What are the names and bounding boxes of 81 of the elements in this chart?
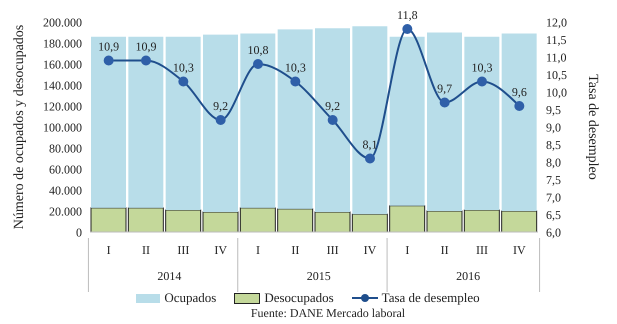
point (402, 24, 412, 34)
data-label: 9,2 (213, 99, 228, 113)
y2-tick-label: 12,0 (546, 15, 567, 30)
y2-tick-label: 8,0 (546, 155, 561, 170)
text: 2014 (157, 269, 182, 283)
point (216, 115, 226, 125)
y2-tick-label: 11,5 (546, 32, 567, 47)
x-tick-label: I (256, 243, 260, 257)
bar (166, 36, 201, 210)
data-label: 10,3 (472, 60, 492, 74)
y-tick-label: 100.000 (43, 120, 82, 134)
bar (352, 26, 388, 214)
point (365, 154, 375, 164)
bar (464, 36, 500, 210)
point (104, 56, 114, 66)
y2-tick-label: 7,5 (546, 172, 561, 187)
y-tick-label: 80.000 (49, 141, 82, 156)
bar (128, 36, 164, 208)
x-tick-label: II (440, 243, 449, 257)
y2-tick-label: 11,0 (546, 50, 567, 64)
y-tick-label: 200.000 (43, 15, 82, 30)
bar (203, 34, 238, 212)
y2-tick-label: 9,5 (546, 102, 561, 117)
y-tick-label: 20.000 (49, 204, 82, 218)
y2-tick-label: 6,5 (546, 208, 561, 222)
data-label: 10,3 (284, 60, 306, 74)
source-note: Fuente: DANE Mercado laboral (250, 306, 406, 321)
x-tick-label: IV (214, 243, 228, 257)
y-tick-label: 40.000 (49, 183, 82, 198)
text: 2016 (456, 269, 480, 283)
x-tick-label: IV (364, 243, 377, 257)
data-label: 9,6 (512, 85, 527, 99)
bar (502, 34, 537, 211)
data-label: 11,8 (397, 8, 418, 22)
y-tick-label: 140.000 (43, 78, 82, 92)
y2-tick-label: 6,0 (546, 225, 561, 240)
x-tick-label: III (177, 243, 190, 257)
y-tick-label: 160.000 (43, 57, 82, 72)
bar (315, 28, 350, 212)
x-tick-label: II (142, 243, 150, 257)
bar (278, 29, 313, 209)
y-axis-title: Número de ocupados y desocupados (12, 24, 27, 230)
bar (91, 36, 126, 208)
legend-label: Tasa de desempleo (382, 290, 480, 306)
legend-label: Desocupados (264, 290, 334, 306)
y-tick-label: 180.000 (43, 36, 82, 50)
data-label: 8,1 (362, 138, 378, 152)
y2-tick-label: 10,5 (546, 68, 567, 82)
x-tick-label: I (405, 243, 410, 257)
point (328, 115, 338, 125)
point (477, 76, 487, 86)
x-tick-label: I (106, 243, 111, 257)
y2-axis-title: Tasa de desempleo (585, 74, 600, 180)
x-tick-label: IV (512, 243, 526, 257)
y2-tick-label: 7,0 (546, 190, 561, 204)
data-label: 9,7 (437, 82, 452, 96)
bar (390, 36, 425, 206)
legend-label: Ocupados (164, 290, 216, 306)
point (440, 98, 450, 108)
x-tick-label: II (291, 243, 300, 257)
y2-tick-label: 10,0 (546, 85, 567, 100)
y-tick-label: 60.000 (49, 162, 82, 176)
x-tick-label: III (476, 243, 488, 257)
bar (240, 34, 276, 208)
point (514, 101, 524, 111)
point (253, 59, 263, 69)
y2-tick-label: 9,0 (546, 120, 561, 134)
text: 2015 (306, 269, 331, 283)
point (290, 76, 300, 86)
data-label: 10,3 (172, 60, 194, 74)
point (178, 76, 188, 86)
point (141, 56, 151, 66)
x-tick-label: III (326, 243, 339, 257)
bar (427, 32, 462, 211)
data-label: 9,2 (325, 99, 340, 113)
y-tick-label: 120.000 (43, 99, 82, 114)
data-label: 10,9 (136, 40, 156, 54)
data-label: 10,9 (98, 40, 120, 54)
y2-tick-label: 8,5 (546, 138, 561, 152)
data-label: 10,8 (248, 43, 268, 57)
y-tick-label: 0 (76, 225, 82, 240)
